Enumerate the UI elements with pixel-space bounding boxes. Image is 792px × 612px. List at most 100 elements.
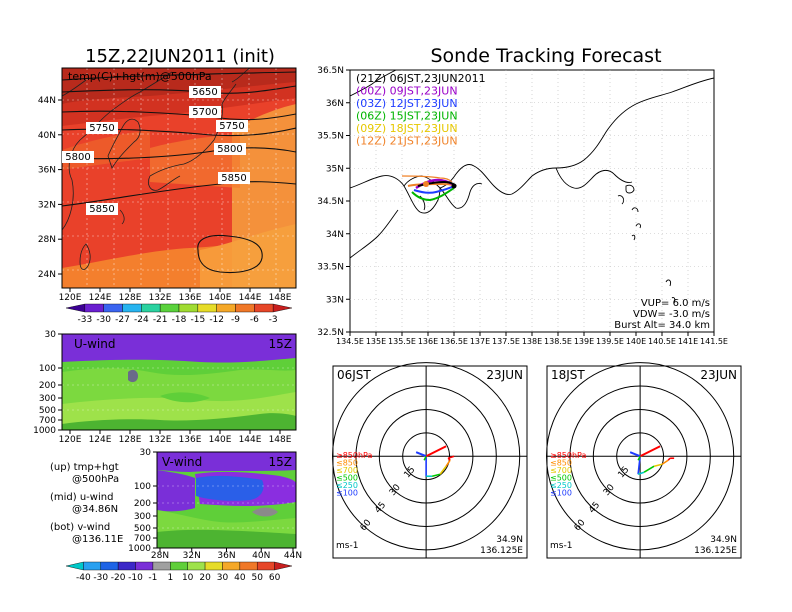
contour-label: 5750 <box>89 123 114 134</box>
hodograph-spoke <box>639 445 661 458</box>
wind-colorbar-label: -30 <box>93 573 108 583</box>
wind-colorbar-label: 60 <box>269 573 281 583</box>
temp-colorbar-label: -9 <box>231 315 240 325</box>
note-line: (bot) v-wind <box>50 522 110 533</box>
hodograph-level-legend: ≤500 <box>336 474 358 483</box>
vwind-y-tick: 200 <box>134 499 151 509</box>
wind-colorbar-swatch <box>274 561 293 571</box>
uwind-x-tick: 148E <box>269 435 292 445</box>
temp-colorbar-label: -21 <box>153 315 168 325</box>
uwind-x-tick: 124E <box>89 435 112 445</box>
wind-colorbar-swatch <box>135 561 154 571</box>
wind-colorbar-label: 20 <box>199 573 211 583</box>
wind-colorbar-label: -10 <box>128 573 143 583</box>
hodograph-segment <box>637 471 645 475</box>
panel-notes: (up) tmp+hgt@500hPa (mid) u-wind@34.86N (b… <box>50 462 123 545</box>
track-x-tick: 141.5E <box>700 337 728 346</box>
track-x-tick: 139.5E <box>596 337 624 346</box>
uwind-x-tick: 128E <box>119 435 142 445</box>
right-title: Sonde Tracking Forecast <box>430 45 661 67</box>
uwind-x-tick: 132E <box>149 435 172 445</box>
wind-colorbar-label: 10 <box>182 573 194 583</box>
map-y-tick: 24N <box>38 270 56 280</box>
temp-colorbar-label: -15 <box>190 315 205 325</box>
vwind-time: 15Z <box>269 455 293 469</box>
map-label: temp(C)+hgt(m)@500hPa <box>68 70 212 83</box>
track-x-tick: 139E <box>574 337 594 346</box>
track-y-tick: 34N <box>326 230 344 240</box>
uwind-time: 15Z <box>269 337 293 351</box>
uwind-y-tick: 1000 <box>33 426 56 436</box>
track-y-tick: 35N <box>326 164 344 174</box>
track-y-tick: 32.5N <box>317 328 344 338</box>
note-line: (mid) u-wind <box>50 492 113 503</box>
track-y-ticks: 36.5N 36N 35.5N 35N 34.5N 34N 33.5N 33N 32.5N <box>317 66 350 338</box>
track-x-tick: 136E <box>418 337 438 346</box>
hodograph-spoke <box>637 455 641 461</box>
vwind-y-tick: 1000 <box>128 544 151 554</box>
wind-colorbar-swatch <box>204 561 223 571</box>
hodograph-level-legend: ≤250 <box>550 481 572 490</box>
wind-colorbar-swatch <box>65 561 84 571</box>
contour-label-bg <box>86 203 118 215</box>
track-legend-entry: (12Z) 21JST,23JUN <box>356 135 458 148</box>
uwind-x-tick: 144E <box>239 435 262 445</box>
track-y-tick: 36N <box>326 99 344 109</box>
track-y-tick: 33.5N <box>317 263 344 273</box>
temp-colorbar-swatch <box>178 303 199 313</box>
hodograph-lon: 136.125E <box>694 546 737 556</box>
contour-label-bg <box>216 120 248 132</box>
hodograph-spoke <box>629 451 641 458</box>
track-x-tick: 135.5E <box>388 337 416 346</box>
temp-colorbar-swatch <box>84 303 104 313</box>
track-x-ticks: 134.5E 135E 135.5E 136E 136.5E 137E 137.5E 138E… <box>336 332 728 346</box>
note-sub: @34.86N <box>72 504 118 515</box>
vwind-x-tick: 44N <box>284 551 302 561</box>
temp-colorbar-label: -12 <box>209 315 224 325</box>
map-x-ticks: 120E 124E 128E 132E 136E 140E 144E 148E <box>59 288 292 303</box>
hodograph-level-legend: ≤700 <box>550 466 572 475</box>
wind-colorbar-label: 40 <box>234 573 246 583</box>
map-x-tick: 144E <box>239 293 262 303</box>
vwind-section <box>157 452 296 548</box>
uwind-y-tick: 500 <box>39 406 56 416</box>
vwind-x-tick: 36N <box>217 551 235 561</box>
vwind-x-tick: 40N <box>252 551 270 561</box>
hodograph-time: 18JST <box>551 368 585 382</box>
hodograph-segment <box>445 459 451 467</box>
contour-label: 5800 <box>217 144 242 155</box>
track-x-tick: 138.5E <box>544 337 572 346</box>
temp-colorbar-swatch <box>122 303 142 313</box>
track-x-tick: 138E <box>522 337 542 346</box>
wind-colorbar-swatch <box>152 561 171 571</box>
wind-colorbar-swatch <box>83 561 101 571</box>
hodograph-segment <box>661 459 669 465</box>
uwind-y-tick: 100 <box>39 364 56 374</box>
uwind-x-tick: 140E <box>209 435 232 445</box>
wind-colorbar-swatch <box>222 561 241 571</box>
hodograph-spoke <box>423 455 427 461</box>
contour-label-bg <box>62 151 94 163</box>
track-x-tick: 141E <box>678 337 698 346</box>
temp-colorbar-swatch <box>159 303 180 313</box>
map-x-tick: 128E <box>119 293 142 303</box>
track-y-tick: 36.5N <box>317 66 344 76</box>
vwind-y-tick: 300 <box>134 512 151 522</box>
hodograph-spoke <box>415 451 427 458</box>
hodograph-segment <box>447 455 455 459</box>
hodograph-level-legend: ≤250 <box>336 481 358 490</box>
vwind-label: V-wind <box>162 455 202 469</box>
temp-colorbar-label: -6 <box>250 315 259 325</box>
wind-colorbar-label: 50 <box>252 573 264 583</box>
hodograph-date: 23JUN <box>486 368 523 382</box>
map-y-tick: 32N <box>38 200 56 210</box>
hodograph-level-legend: ≥850hPa <box>550 451 587 460</box>
track-legend-entry: (00Z) 09JST,23JUN <box>356 85 458 98</box>
hodograph-date: 23JUN <box>700 368 737 382</box>
temp-colorbar-label: -24 <box>134 315 149 325</box>
vwind-x-ticks: 28N 32N 36N 40N 44N <box>151 548 302 561</box>
hodograph-level-legend: ≤500 <box>550 474 572 483</box>
